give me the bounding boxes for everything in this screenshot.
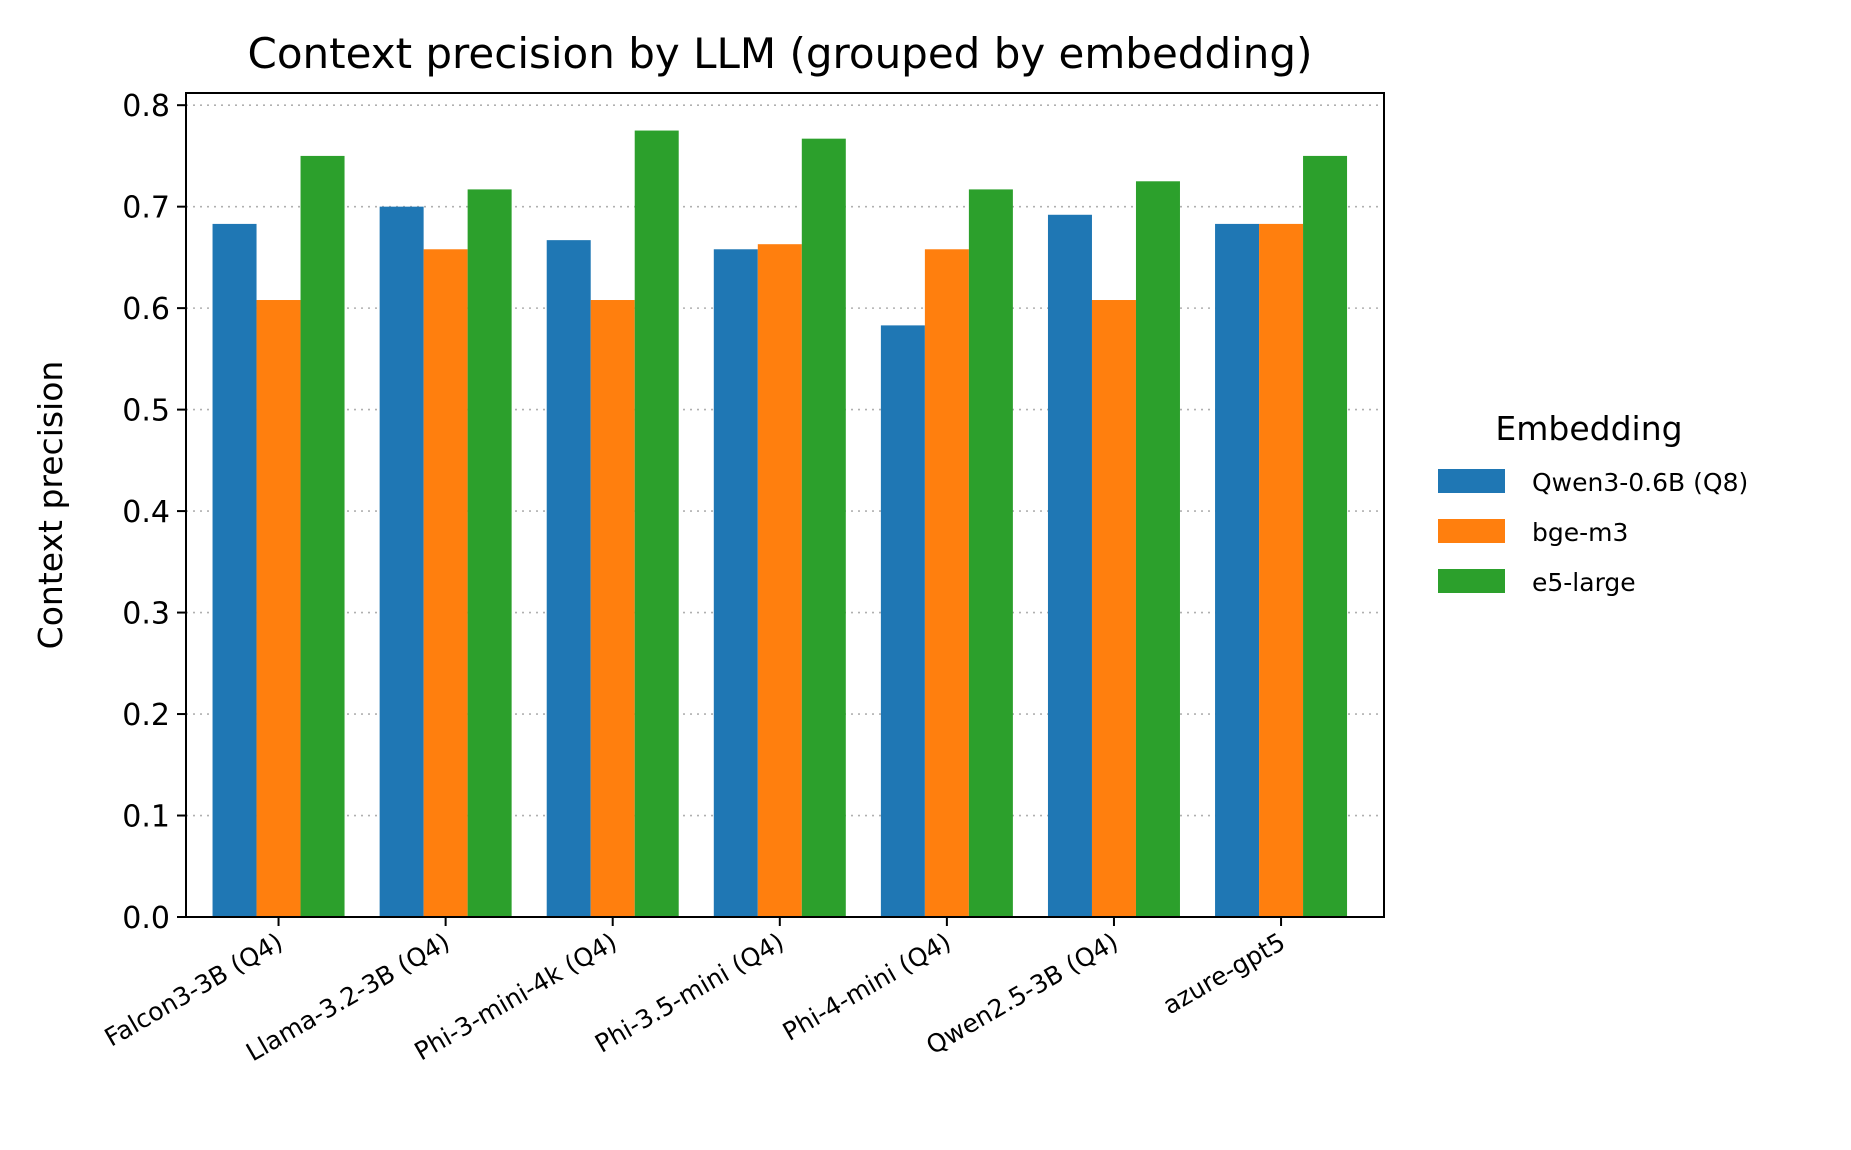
bar-qwen3-0-6b-q8--2 [546, 240, 591, 918]
bar-e5-large-2 [634, 130, 679, 917]
y-tick-label: 0.3 [122, 597, 170, 632]
bar-qwen3-0-6b-q8--4 [880, 325, 925, 917]
bar-bge-m3-3 [757, 244, 802, 917]
y-axis-label: Context precision [31, 361, 70, 650]
bar-e5-large-5 [1135, 181, 1180, 918]
legend-label: e5-large [1532, 568, 1636, 597]
bar-e5-large-0 [300, 155, 345, 917]
bar-qwen3-0-6b-q8--5 [1047, 214, 1092, 918]
bar-bge-m3-2 [590, 300, 635, 917]
axes [185, 92, 1385, 918]
y-tick-label: 0.8 [122, 89, 170, 124]
chart-title: Context precision by LLM (grouped by emb… [248, 29, 1313, 78]
x-tick-label: Phi-4-mini (Q4) [778, 927, 956, 1047]
bar-e5-large-1 [467, 189, 512, 918]
bar-bge-m3-1 [423, 249, 468, 917]
bar-bge-m3-5 [1091, 300, 1136, 917]
bar-e5-large-6 [1303, 155, 1348, 917]
bars [212, 130, 1348, 918]
bar-qwen3-0-6b-q8--0 [212, 223, 257, 918]
y-tick-label: 0.7 [122, 191, 170, 226]
y-tick-label: 0.1 [122, 800, 170, 835]
y-axis-ticks: 0.0 0.1 0.2 0.3 0.4 0.5 0.6 0.7 0.8 [122, 89, 186, 936]
y-tick-label: 0.5 [122, 394, 170, 429]
x-tick-label: Phi-3.5-mini (Q4) [590, 927, 789, 1059]
legend: Embedding Qwen3-0.6B (Q8) bge-m3 e5-large [1438, 409, 1748, 597]
legend-swatch [1438, 569, 1505, 593]
legend-title: Embedding [1495, 409, 1682, 448]
y-tick-label: 0.4 [122, 495, 170, 530]
bar-bge-m3-0 [256, 300, 301, 917]
legend-label: Qwen3-0.6B (Q8) [1532, 468, 1748, 497]
bar-bge-m3-4 [924, 249, 969, 917]
bar-qwen3-0-6b-q8--3 [713, 249, 758, 917]
y-tick-label: 0.6 [122, 292, 170, 327]
x-tick-label: azure-gpt5 [1158, 927, 1290, 1020]
bar-e5-large-3 [801, 138, 846, 917]
bar-e5-large-4 [968, 189, 1013, 918]
y-tick-label: 0.0 [122, 901, 170, 936]
y-tick-label: 0.2 [122, 698, 170, 733]
legend-swatch [1438, 469, 1505, 493]
legend-swatch [1438, 519, 1505, 543]
bar-qwen3-0-6b-q8--6 [1215, 223, 1260, 918]
legend-label: bge-m3 [1532, 518, 1628, 547]
bar-bge-m3-6 [1259, 223, 1304, 918]
bar-qwen3-0-6b-q8--1 [379, 206, 424, 918]
plot-frame [185, 92, 1385, 918]
x-axis-ticks: Falcon3-3B (Q4)Llama-3.2-3B (Q4)Phi-3-mi… [100, 917, 1290, 1067]
